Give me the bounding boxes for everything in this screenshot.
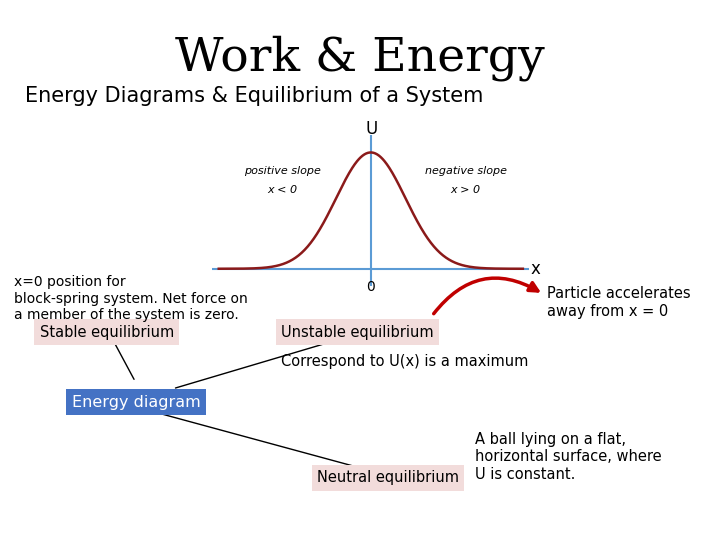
Text: U: U [366, 120, 378, 138]
FancyArrowPatch shape [161, 414, 364, 469]
Text: Energy Diagrams & Equilibrium of a System: Energy Diagrams & Equilibrium of a Syste… [25, 86, 484, 106]
Text: negative slope: negative slope [425, 166, 507, 177]
Text: Stable equilibrium: Stable equilibrium [40, 325, 174, 340]
Text: Neutral equilibrium: Neutral equilibrium [317, 470, 459, 485]
Text: positive slope: positive slope [243, 166, 320, 177]
Text: Particle accelerates
away from x = 0: Particle accelerates away from x = 0 [547, 286, 690, 319]
Text: x=0 position for
block-spring system. Net force on
a member of the system is zer: x=0 position for block-spring system. Ne… [14, 275, 248, 322]
Text: Unstable equilibrium: Unstable equilibrium [281, 325, 433, 340]
Text: x < 0: x < 0 [267, 185, 297, 195]
Text: A ball lying on a flat,
horizontal surface, where
U is constant.: A ball lying on a flat, horizontal surfa… [475, 432, 662, 482]
Text: Correspond to U(x) is a maximum: Correspond to U(x) is a maximum [281, 354, 528, 369]
Text: x > 0: x > 0 [451, 185, 481, 195]
Text: Energy diagram: Energy diagram [72, 395, 201, 410]
Text: 0: 0 [366, 280, 375, 294]
FancyArrowPatch shape [433, 278, 538, 314]
Text: x: x [531, 260, 540, 278]
FancyArrowPatch shape [113, 340, 134, 379]
Text: Work & Energy: Work & Energy [175, 35, 545, 81]
FancyArrowPatch shape [176, 338, 343, 388]
